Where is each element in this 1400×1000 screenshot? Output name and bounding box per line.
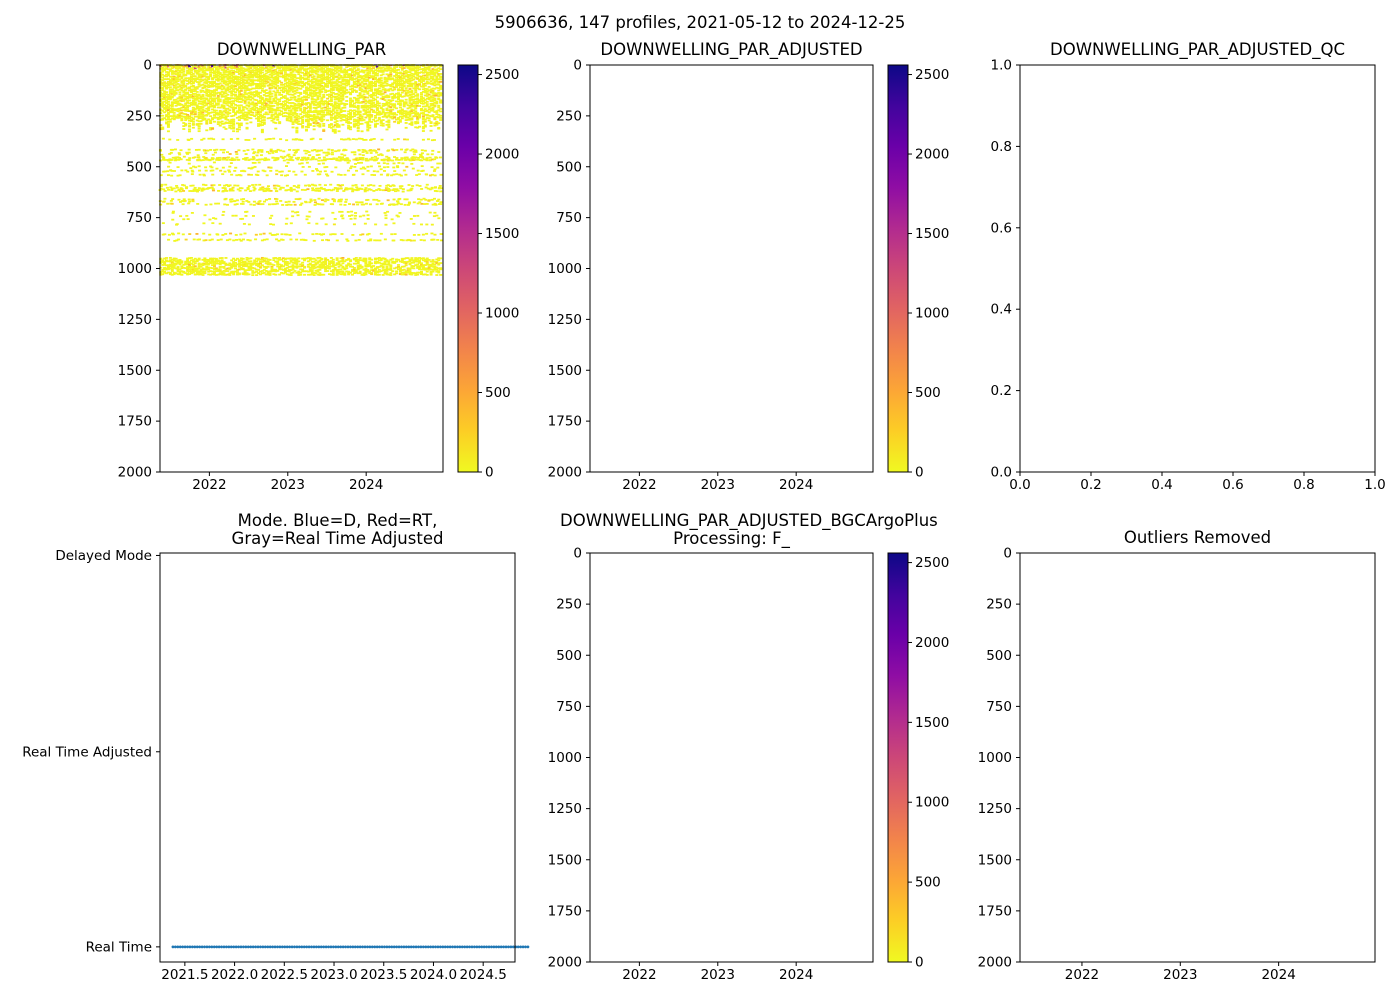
figure-title: 5906636, 147 profiles, 2021-05-12 to 202… <box>494 13 906 32</box>
subplot-title-bgc-processing: DOWNWELLING_PAR_ADJUSTED_BGCArgoPlus Pro… <box>560 511 938 548</box>
subplot-title-downwelling-par: DOWNWELLING_PAR <box>216 40 387 59</box>
subplot-bgc_processing: 2022 2023 20240250500750100012501500175020… <box>548 546 950 984</box>
subplot-downwelling_par_adjusted: 2022 2023 20240250500750100012501500175020… <box>548 58 950 494</box>
subplot-downwelling_par: 2022 2023 20240250500750100012501500175020… <box>118 58 520 494</box>
subplot-title-downwelling-par-adjusted-qc: DOWNWELLING_PAR_ADJUSTED_QC <box>1050 40 1345 59</box>
subplot-title-mode: Mode. Blue=D, Red=RT, Gray=Real Time Adj… <box>231 511 444 548</box>
subplot-title-downwelling-par-adjusted: DOWNWELLING_PAR_ADJUSTED <box>600 40 863 59</box>
subplot-downwelling_par_adjusted_qc: 0.0 0.2 0.4 0.6 0.8 1.01.00.80.60.40.20.0 <box>991 58 1386 494</box>
subplot-title-outliers-removed: Outliers Removed <box>1123 528 1272 547</box>
subplot-outliers_removed: 2022 2023 20240250500750100012501500175020… <box>978 546 1376 983</box>
subplot-mode: 2021.5 2022.0 2022.5 2023.0 2023.5 2024.0 2024… <box>22 548 530 983</box>
